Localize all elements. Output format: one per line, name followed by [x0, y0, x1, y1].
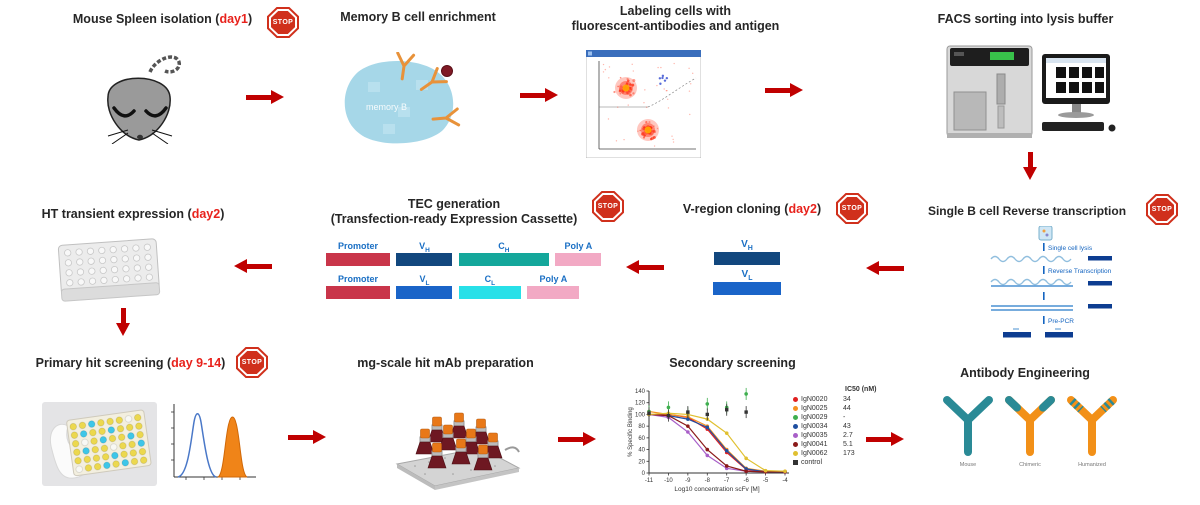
facs-scatter-plot [586, 50, 701, 158]
day-highlight: day1 [219, 12, 248, 26]
step-title-mgscale: mg-scale hit mAb preparation [357, 356, 534, 370]
day-highlight: day2 [191, 207, 221, 221]
svg-text:140: 140 [635, 389, 646, 395]
legend-entry: IgN0034 43 [793, 422, 908, 431]
svg-text:60: 60 [638, 436, 645, 442]
svg-text:Mouse: Mouse [960, 462, 977, 468]
rt-schematic: Single cell lysis Reverse Transcription … [990, 226, 1112, 338]
stop-sign-icon: STOP [836, 193, 868, 224]
legend-entry: IgN0035 2.7 [793, 431, 908, 440]
vl-label: VL [741, 269, 753, 282]
step-title-vregion: V-region cloning (day2) [682, 202, 822, 216]
step-title-ht-expression: HT transient expression (day2) [41, 207, 225, 221]
svg-text:memory B: memory B [366, 102, 407, 112]
svg-text:-6: -6 [743, 478, 749, 484]
svg-text:-7: -7 [724, 478, 730, 484]
svg-text:Reverse Transcription: Reverse Transcription [1048, 268, 1112, 275]
step-title-memory-b: Memory B cell enrichment [340, 10, 496, 24]
arrow-down-icon [116, 308, 130, 336]
negative-peak [177, 413, 217, 478]
vh-label: VH [741, 239, 753, 252]
svg-text:-11: -11 [645, 478, 654, 484]
svg-text:20: 20 [638, 459, 645, 465]
svg-text:-10: -10 [664, 478, 673, 484]
svg-text:Chimeric: Chimeric [1019, 462, 1041, 468]
legend-entry: IgN0062 173 [793, 449, 908, 458]
dose-response-chart: 0 20 40 60 80 100 120 140 -11 -10 -9 -8 -7 -6 -5 -4 Log1… [628, 387, 789, 493]
stop-sign-icon: STOP [236, 347, 268, 378]
mouse-illustration [107, 55, 182, 144]
step-title-labeling: Labeling cells with fluorescent-antibodie… [571, 4, 780, 33]
v-region-bars: VH VL [711, 239, 783, 295]
arrow-right-icon [246, 90, 284, 104]
svg-text:Humanized: Humanized [1078, 462, 1106, 468]
step-title-primary-screening: Primary hit screening (day 9-14) [35, 356, 226, 370]
stop-sign-icon: STOP [267, 7, 299, 38]
legend-entry: IgN0025 44 [793, 404, 908, 413]
svg-text:100: 100 [635, 412, 646, 418]
arrow-right-icon [288, 430, 326, 444]
arrow-left-icon [234, 259, 272, 273]
shake-flask-illustration [395, 412, 521, 490]
svg-text:80: 80 [638, 424, 645, 430]
mouse-antibody [943, 396, 993, 456]
step-title-mouse-spleen: Mouse Spleen isolation (day1) [72, 12, 253, 26]
vl-bar [713, 282, 781, 295]
flow-histogram [171, 404, 256, 480]
legend-entry: IgN0041 5.1 [793, 440, 908, 449]
humanized-antibody [1067, 396, 1117, 456]
memory-b-cell-illustration: memory B [344, 52, 461, 144]
svg-text:40: 40 [638, 448, 645, 454]
tec-cassette-diagram: Promoter VH CH Poly A Promoter VL CL Pol… [326, 241, 603, 307]
svg-text:-5: -5 [763, 478, 769, 484]
facs-machine-illustration [946, 45, 1116, 138]
svg-text:% Specific Binding: % Specific Binding [628, 407, 634, 457]
arrow-right-icon [866, 432, 904, 446]
light-chain-cassette: Promoter VL CL Poly A [326, 274, 603, 302]
svg-text:Pre-PCR: Pre-PCR [1048, 318, 1074, 325]
step-title-rt: Single B cell Reverse transcription [927, 204, 1127, 218]
stop-sign-icon: STOP [1146, 194, 1178, 225]
step-title-antibody-engineering: Antibody Engineering [960, 366, 1090, 380]
svg-text:0: 0 [642, 471, 646, 477]
arrow-right-icon [765, 83, 803, 97]
arrow-right-icon [520, 88, 558, 102]
svg-text:-4: -4 [782, 478, 788, 484]
step-title-facs-sorting: FACS sorting into lysis buffer [937, 12, 1114, 26]
legend-entry: IgN0029- [793, 413, 908, 422]
svg-text:-8: -8 [705, 478, 711, 484]
positive-peak [217, 416, 248, 478]
antigen-dot [441, 65, 453, 77]
stop-sign-icon: STOP [592, 191, 624, 222]
antibody-engineering-illustration: Mouse Chimeric Humanized [943, 396, 1117, 468]
svg-text:Single cell lysis: Single cell lysis [1048, 245, 1093, 252]
vh-bar [714, 252, 780, 265]
deep-well-plate-illustration [57, 238, 161, 302]
legend-entry: control [793, 458, 908, 467]
chimeric-antibody [1005, 396, 1055, 456]
step-title-tec: TEC generation (Transfection-ready Expres… [330, 197, 578, 226]
legend-entry: IgN0020 34 [793, 395, 908, 404]
day-highlight: day2 [788, 202, 817, 216]
svg-text:-9: -9 [685, 478, 691, 484]
chart-legend: IC50 (nM) IgN0020 34 IgN0025 44 IgN0029- IgN00… [793, 386, 908, 467]
day-highlight: day 9-14 [171, 356, 222, 370]
arrow-left-icon [866, 261, 904, 275]
legend-title: IC50 (nM) [845, 386, 877, 393]
svg-text:120: 120 [635, 401, 646, 407]
arrow-down-icon [1023, 152, 1037, 180]
screening-plate-photo [42, 402, 157, 486]
svg-text:Log10 concentration scFv [M]: Log10 concentration scFv [M] [674, 486, 759, 493]
arrow-left-icon [626, 260, 664, 274]
heavy-chain-cassette: Promoter VH CH Poly A [326, 241, 603, 269]
arrow-right-icon [558, 432, 596, 446]
step-title-secondary-screening: Secondary screening [669, 356, 796, 370]
